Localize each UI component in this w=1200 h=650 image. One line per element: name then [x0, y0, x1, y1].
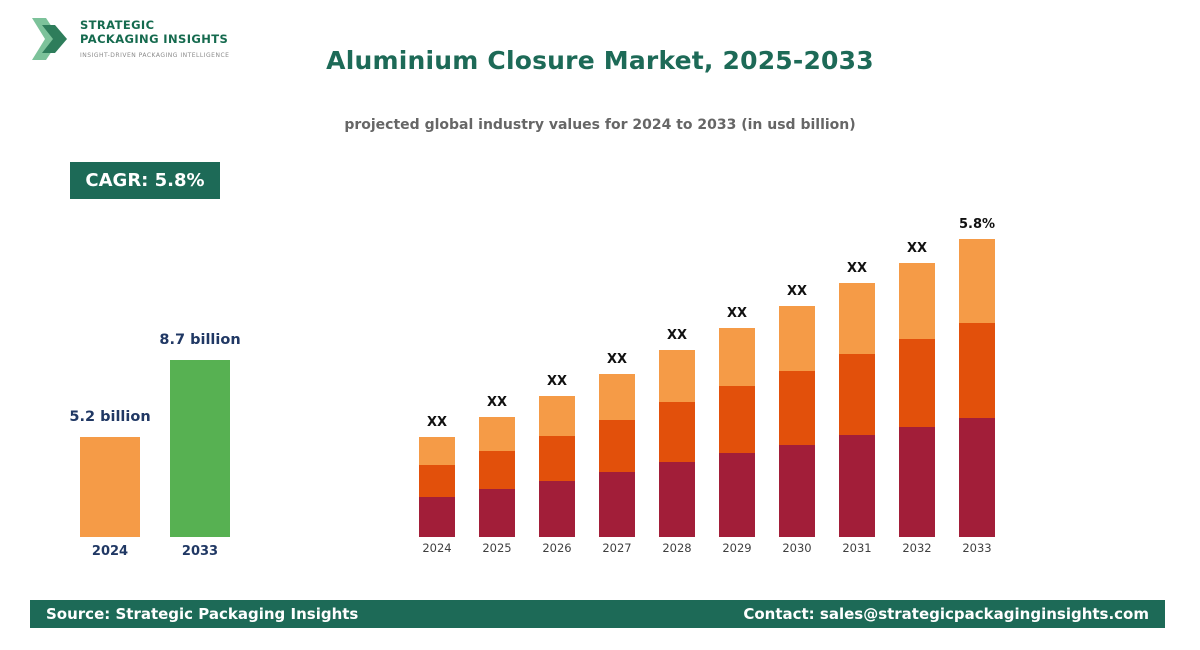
- summary-bar-rect: [80, 437, 140, 537]
- logo-text: STRATEGIC PACKAGING INSIGHTS INSIGHT-DRI…: [80, 14, 229, 59]
- stacked-bar-stack: [419, 437, 455, 537]
- stacked-bar-year-label: 2025: [482, 541, 512, 555]
- summary-bar-rect: [170, 360, 230, 537]
- bar-segment-bottom-segment: [899, 427, 935, 537]
- bar-segment-top-segment: [899, 263, 935, 339]
- stacked-bar-year-label: 2028: [662, 541, 692, 555]
- brand-logo: STRATEGIC PACKAGING INSIGHTS INSIGHT-DRI…: [30, 14, 229, 64]
- stacked-bar-stack: [959, 239, 995, 537]
- bar-segment-middle-segment: [599, 420, 635, 472]
- stacked-bar-stack: [599, 374, 635, 537]
- bar-segment-middle-segment: [479, 451, 515, 489]
- logo-line2: PACKAGING INSIGHTS: [80, 32, 229, 47]
- bar-segment-bottom-segment: [419, 497, 455, 537]
- stacked-bar-2032: XX 2032: [899, 241, 935, 555]
- summary-bar-2033: 8.7 billion 2033: [159, 332, 240, 559]
- stacked-bar-year-label: 2026: [542, 541, 572, 555]
- bar-segment-middle-segment: [719, 386, 755, 453]
- summary-bar-year-label: 2033: [181, 544, 219, 559]
- bar-segment-middle-segment: [959, 323, 995, 418]
- bar-segment-top-segment: [479, 417, 515, 451]
- logo-tagline: INSIGHT-DRIVEN PACKAGING INTELLIGENCE: [80, 51, 230, 59]
- stacked-bar-stack: [479, 417, 515, 537]
- stacked-bar-2033: 5.8% 2033: [959, 217, 995, 555]
- bar-segment-bottom-segment: [479, 489, 515, 537]
- bar-segment-middle-segment: [779, 371, 815, 445]
- stacked-bar-top-label: XX: [846, 261, 868, 276]
- bar-segment-middle-segment: [419, 465, 455, 497]
- stacked-bar-stack: [719, 328, 755, 537]
- stacked-bar-stack: [539, 396, 575, 537]
- stacked-bar-top-label: 5.8%: [958, 217, 996, 232]
- bar-segment-bottom-segment: [959, 418, 995, 537]
- bar-segment-top-segment: [719, 328, 755, 386]
- bar-segment-bottom-segment: [599, 472, 635, 537]
- stacked-bar-stack: [899, 263, 935, 537]
- bar-segment-top-segment: [539, 396, 575, 436]
- logo-line1: STRATEGIC: [80, 18, 155, 32]
- stacked-bar-stack: [659, 350, 695, 537]
- bar-segment-top-segment: [959, 239, 995, 323]
- bar-segment-middle-segment: [659, 402, 695, 462]
- stacked-bar-top-label: XX: [906, 241, 928, 256]
- footer-contact: Contact: sales@strategicpackaginginsight…: [743, 605, 1149, 623]
- stacked-bar-stack: [839, 283, 875, 537]
- bar-segment-middle-segment: [539, 436, 575, 481]
- stacked-bar-2025: XX 2025: [479, 395, 515, 555]
- stacked-bar-top-label: XX: [726, 306, 748, 321]
- bar-segment-bottom-segment: [779, 445, 815, 537]
- stacked-bar-year-label: 2024: [422, 541, 452, 555]
- summary-bar-2024: 5.2 billion 2024: [69, 409, 150, 559]
- stacked-bar-2030: XX 2030: [779, 284, 815, 555]
- stacked-bar-top-label: XX: [486, 395, 508, 410]
- stacked-bar-2029: XX 2029: [719, 306, 755, 555]
- stacked-bar-year-label: 2032: [902, 541, 932, 555]
- bar-segment-top-segment: [839, 283, 875, 354]
- stacked-bar-year-label: 2027: [602, 541, 632, 555]
- summary-bar-chart: 5.2 billion 2024 8.7 billion 2033: [69, 300, 270, 559]
- stacked-bar-top-label: XX: [546, 374, 568, 389]
- bar-segment-middle-segment: [839, 354, 875, 435]
- summary-bar-value-label: 8.7 billion: [159, 332, 241, 348]
- stacked-bar-2026: XX 2026: [539, 374, 575, 555]
- cagr-badge: CAGR: 5.8%: [70, 162, 220, 199]
- stacked-bar-year-label: 2030: [782, 541, 812, 555]
- page-subtitle: projected global industry values for 202…: [344, 117, 856, 133]
- summary-bar-value-label: 5.2 billion: [69, 409, 151, 425]
- stacked-bar-2028: XX 2028: [659, 328, 695, 555]
- stacked-bar-top-label: XX: [606, 352, 628, 367]
- stacked-bar-year-label: 2033: [962, 541, 992, 555]
- stacked-bar-stack: [779, 306, 815, 537]
- bar-segment-top-segment: [659, 350, 695, 402]
- logo-chevron-icon: [30, 14, 72, 64]
- stacked-bar-2024: XX 2024: [419, 415, 455, 555]
- stacked-bar-year-label: 2031: [842, 541, 872, 555]
- summary-bar-year-label: 2024: [91, 544, 129, 559]
- stacked-bar-top-label: XX: [786, 284, 808, 299]
- stacked-bar-top-label: XX: [426, 415, 448, 430]
- stacked-bar-2031: XX 2031: [839, 261, 875, 555]
- stacked-bar-chart: XX 2024 XX 2025 XX 2026 XX 2027 XX 2028 XX 2029 XX 20…: [419, 197, 999, 555]
- bar-segment-bottom-segment: [839, 435, 875, 537]
- stacked-bar-top-label: XX: [666, 328, 688, 343]
- bar-segment-bottom-segment: [539, 481, 575, 537]
- bar-segment-top-segment: [599, 374, 635, 420]
- footer-source: Source: Strategic Packaging Insights: [46, 605, 359, 623]
- bar-segment-top-segment: [419, 437, 455, 465]
- page-title: Aluminium Closure Market, 2025-2033: [326, 46, 874, 75]
- bar-segment-bottom-segment: [659, 462, 695, 537]
- bar-segment-top-segment: [779, 306, 815, 371]
- bar-segment-middle-segment: [899, 339, 935, 427]
- footer-bar: Source: Strategic Packaging Insights Con…: [30, 600, 1165, 628]
- stacked-bar-year-label: 2029: [722, 541, 752, 555]
- bar-segment-bottom-segment: [719, 453, 755, 537]
- stacked-bar-2027: XX 2027: [599, 352, 635, 555]
